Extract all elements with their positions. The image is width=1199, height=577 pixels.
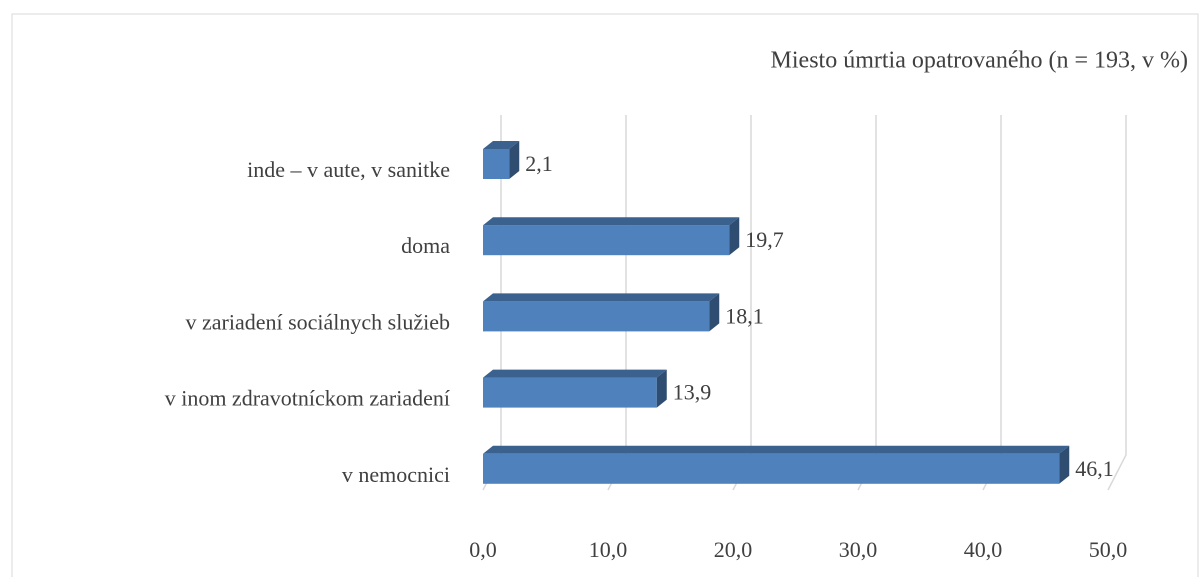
y-tick-label: v zariadení sociálnych služieb (185, 309, 450, 334)
bar-top (483, 445, 1070, 454)
bar-top (483, 369, 667, 378)
x-tick-label: 40,0 (964, 537, 1003, 562)
grid-line (857, 115, 877, 491)
y-tick-label: doma (401, 233, 450, 258)
x-tick-label: 0,0 (469, 537, 497, 562)
x-tick-label: 30,0 (839, 537, 878, 562)
x-tick-label: 20,0 (714, 537, 753, 562)
bar-side (709, 293, 720, 332)
x-tick-label: 10,0 (589, 537, 628, 562)
grid-line (1107, 115, 1127, 491)
bar (483, 149, 510, 179)
bar-side (656, 369, 667, 408)
y-tick-label: v nemocnici (342, 462, 450, 487)
bar-top (483, 217, 740, 226)
bar (483, 301, 710, 332)
y-tick-label: inde – v aute, v sanitke (247, 157, 450, 182)
chart-frame (11, 13, 1199, 577)
x-tick-label: 50,0 (1089, 537, 1128, 562)
y-tick-label: v inom zdravotníckom zariadení (165, 386, 450, 411)
data-label: 2,1 (525, 151, 553, 176)
chart-title: Miesto úmrtia opatrovaného (n = 193, v %… (771, 48, 1188, 74)
bar (483, 225, 730, 256)
bar (483, 453, 1060, 484)
data-label: 46,1 (1075, 456, 1114, 481)
bar-side (729, 217, 740, 256)
bar-side (1059, 445, 1070, 484)
data-label: 13,9 (673, 380, 712, 405)
bar-top (483, 141, 520, 149)
data-label: 19,7 (745, 227, 784, 252)
bar-side (509, 141, 520, 179)
grid-line (982, 115, 1002, 491)
bar (483, 377, 657, 408)
data-label: 18,1 (725, 303, 764, 328)
bar-top (483, 293, 720, 302)
